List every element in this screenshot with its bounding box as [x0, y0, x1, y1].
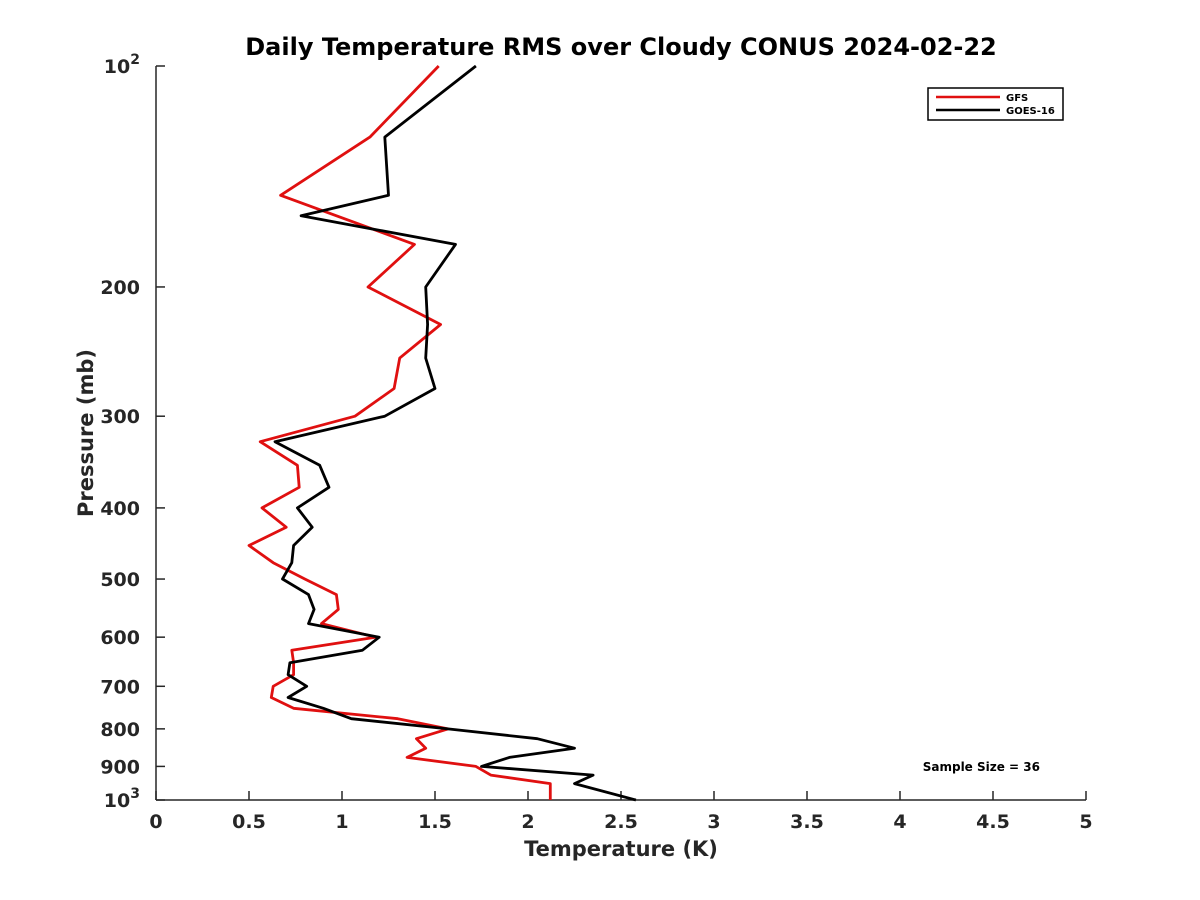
series-line-gfs: [247, 65, 552, 800]
x-ticks: 0 0.5 1 1.5 2 2.5 3 3.5 4 4.5 5: [149, 791, 1093, 833]
x-tick-label: 0: [149, 811, 162, 833]
y-axis-label: Pressure (mb): [74, 349, 98, 517]
legend-box: [927, 87, 1064, 121]
x-tick-label: 1: [335, 811, 348, 833]
sample-size-annotation: Sample Size = 36: [923, 760, 1040, 774]
x-tick-label: 0.5: [232, 811, 266, 833]
y-tick-label-exponent: 2: [130, 52, 140, 68]
legend: GFS GOES-16: [927, 87, 1064, 121]
y-tick-label-exponent: 3: [130, 786, 140, 802]
y-tick-label: 200: [100, 277, 140, 299]
legend-label-goes-16: GOES-16: [1006, 106, 1055, 117]
y-tick-label: 300: [100, 406, 140, 428]
x-tick-label: 3: [707, 811, 720, 833]
series-line-goes-16: [273, 64, 637, 802]
x-tick-label: 1.5: [418, 811, 452, 833]
y-tick-label: 103: [104, 786, 140, 812]
y-tick-label: 800: [100, 719, 140, 741]
y-tick-label: 700: [100, 676, 140, 698]
y-tick-label: 500: [100, 569, 140, 591]
y-tick-label: 102: [104, 52, 140, 78]
x-tick-label: 4: [893, 811, 906, 833]
x-tick-label: 3.5: [790, 811, 824, 833]
y-tick-label-base: 10: [104, 56, 130, 78]
x-axis-label: Temperature (K): [524, 837, 718, 861]
y-tick-label: 900: [100, 756, 140, 778]
series-lines: [247, 64, 637, 802]
chart-title: Daily Temperature RMS over Cloudy CONUS …: [245, 33, 997, 61]
x-tick-label: 2: [521, 811, 534, 833]
x-tick-label: 4.5: [976, 811, 1010, 833]
y-tick-label: 400: [100, 498, 140, 520]
x-tick-label: 5: [1079, 811, 1092, 833]
y-tick-label: 600: [100, 627, 140, 649]
legend-label-gfs: GFS: [1006, 93, 1028, 104]
x-tick-label: 2.5: [604, 811, 638, 833]
y-tick-label-base: 10: [104, 790, 130, 812]
